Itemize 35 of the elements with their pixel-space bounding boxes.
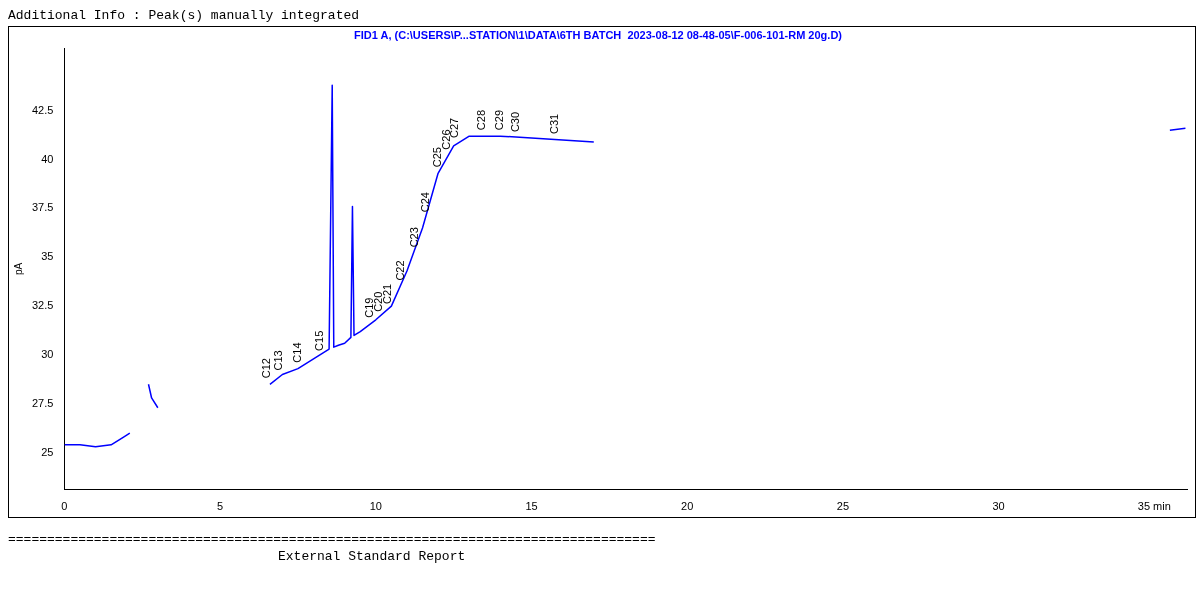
y-tick-label: 25 (41, 445, 54, 458)
y-axis-title: pA (12, 262, 24, 276)
x-tick-label: 10 (369, 500, 382, 513)
text: External Standard Report (277, 549, 467, 564)
y-tick-label: 40 (41, 152, 54, 165)
y-tick-label: 27.5 (31, 396, 54, 409)
annotation: C22 (393, 260, 406, 281)
text: =================================================================================== (8, 532, 657, 547)
y-tick-label: 32.5 (31, 299, 54, 312)
x-tick-label: 30 (992, 500, 1005, 513)
text: Additional Info : Peak(s) manually integrated (8, 8, 361, 25)
annotation: C28 (474, 109, 487, 131)
annotation: C30 (508, 111, 521, 133)
annotation: C31 (547, 113, 560, 135)
y-tick-label: 35 (41, 250, 54, 263)
x-tick-label: 35 min (1137, 500, 1171, 513)
annotation: C23 (407, 227, 420, 248)
y-tick-label: 30 (41, 348, 54, 361)
y-tick-label: 37.5 (31, 201, 54, 214)
annotation: C19 (362, 297, 375, 318)
x-tick-label: 15 (525, 500, 538, 513)
annotation: C25 (431, 147, 444, 168)
x-tick-label: 20 (681, 500, 694, 513)
x-tick-label: 5 (217, 500, 224, 513)
annotation: C12 (259, 358, 272, 379)
y-tick-label: 42.5 (31, 103, 54, 116)
annotation: C24 (418, 192, 431, 213)
annotation: C15 (312, 330, 325, 351)
x-tick-label: 0 (61, 500, 68, 513)
x-tick-label: 25 (836, 500, 850, 513)
chart-title: FID1 A, (C:\USERS\P...STATION\1\DATA\6TH BATCH 2023-08-12 08-48-05\F-006-101-RM 20g.D) (354, 28, 843, 41)
annotation: C21 (381, 283, 394, 305)
annotation: C29 (493, 109, 506, 131)
annotation: C14 (290, 342, 303, 363)
annotation: C13 (272, 350, 285, 371)
